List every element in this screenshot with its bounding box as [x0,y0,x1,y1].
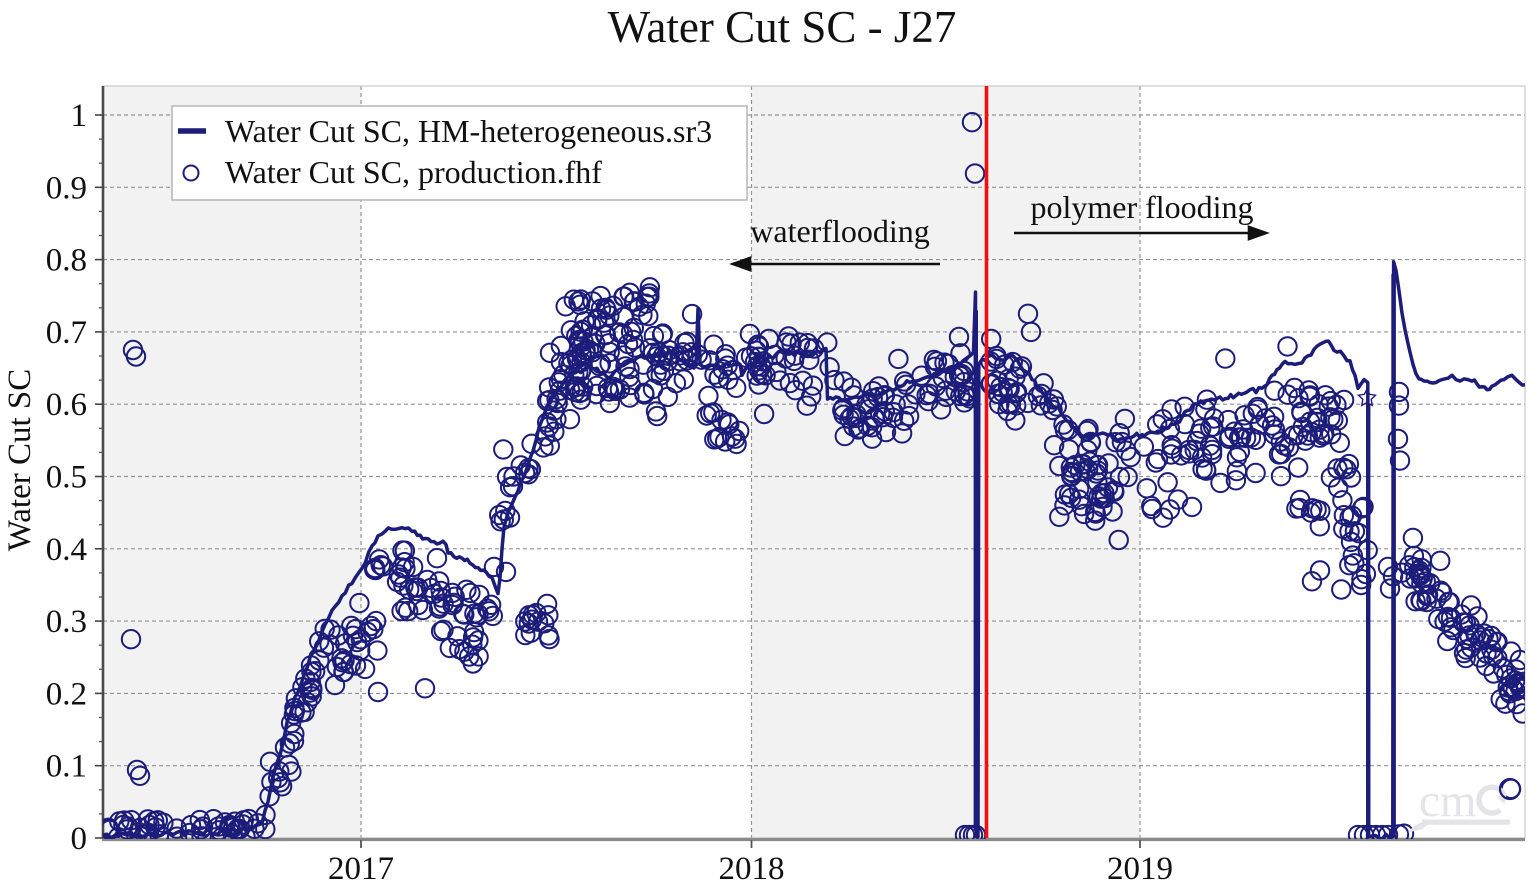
svg-text:Water Cut SC: Water Cut SC [2,369,38,552]
svg-text:0.5: 0.5 [46,460,87,496]
svg-text:0.3: 0.3 [46,604,87,640]
svg-text:cm: cm [1419,775,1476,827]
svg-text:0: 0 [71,821,88,857]
svg-text:0.7: 0.7 [46,315,87,351]
svg-text:2017: 2017 [328,851,394,887]
svg-text:0.2: 0.2 [46,676,87,712]
svg-text:Water Cut SC, production.fhf: Water Cut SC, production.fhf [225,154,602,190]
svg-text:waterflooding: waterflooding [750,213,930,249]
svg-text:0.8: 0.8 [46,243,87,279]
svg-text:polymer flooding: polymer flooding [1030,189,1253,225]
svg-text:0.6: 0.6 [46,387,87,423]
svg-text:0.1: 0.1 [46,749,87,785]
svg-text:2018: 2018 [719,851,785,887]
svg-text:Water Cut SC - J27: Water Cut SC - J27 [608,2,957,52]
svg-text:Water Cut SC, HM-heterogeneous: Water Cut SC, HM-heterogeneous.sr3 [225,113,712,149]
svg-text:2019: 2019 [1107,851,1173,887]
svg-text:1: 1 [71,98,88,134]
svg-text:0.9: 0.9 [46,170,87,206]
svg-text:0.4: 0.4 [46,532,87,568]
